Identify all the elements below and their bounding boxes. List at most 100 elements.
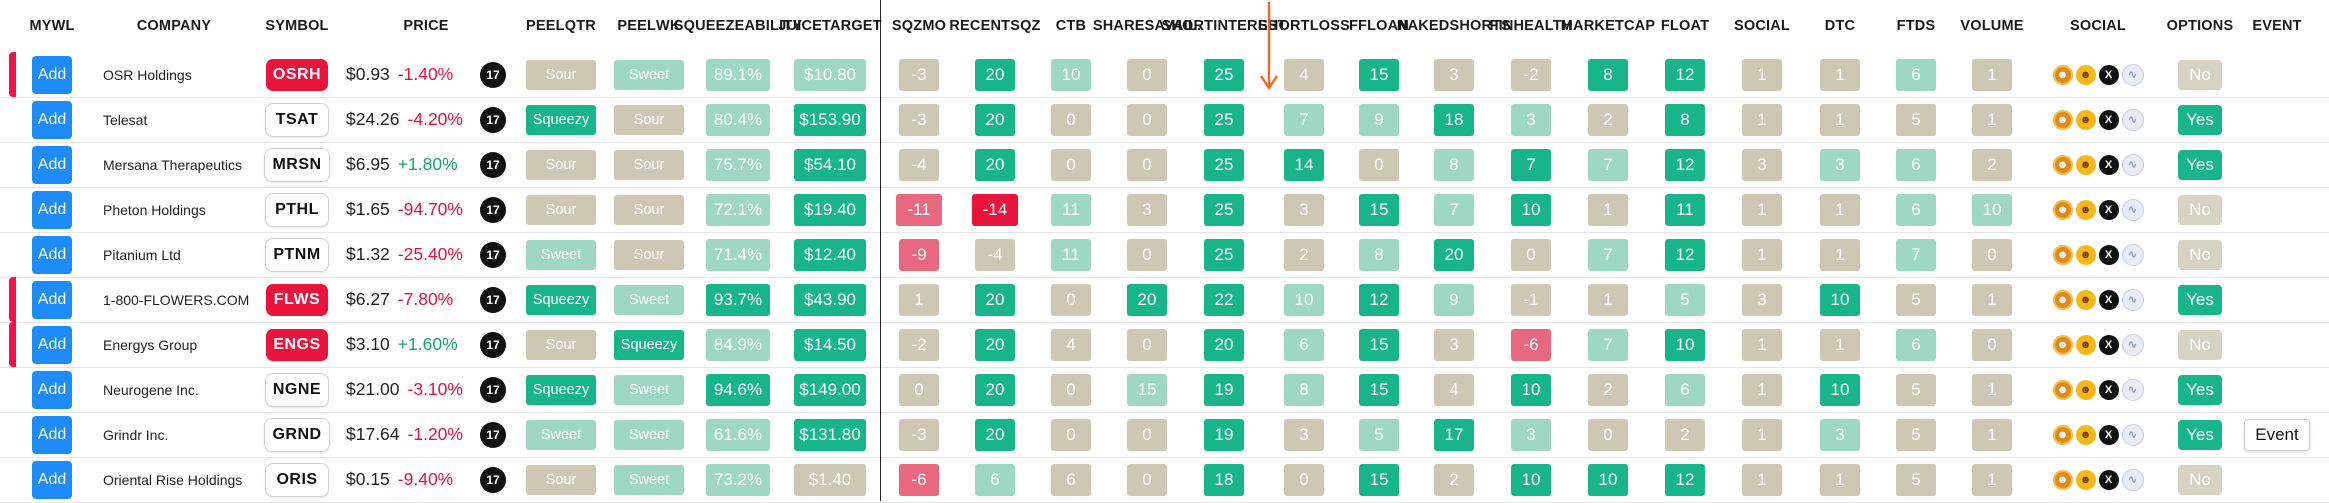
symbol-badge[interactable]: PTNM bbox=[266, 238, 328, 271]
tradingview-icon[interactable]: 17 bbox=[480, 151, 506, 178]
symbol-badge[interactable]: OSRH bbox=[265, 58, 329, 91]
add-watchlist-button[interactable]: Add bbox=[32, 325, 72, 364]
x-icon[interactable]: X bbox=[2098, 469, 2119, 490]
symbol-badge[interactable]: TSAT bbox=[266, 103, 328, 136]
doge-icon[interactable]: ☻ bbox=[2075, 424, 2096, 445]
doge-icon[interactable]: ☻ bbox=[2075, 154, 2096, 175]
memecoin-icon[interactable]: ☻ bbox=[2052, 154, 2073, 175]
memecoin-icon[interactable]: ☻ bbox=[2052, 199, 2073, 220]
header-label: SOCIAL bbox=[2070, 17, 2126, 34]
memecoin-icon[interactable]: ☻ bbox=[2052, 424, 2073, 445]
tradingview-icon[interactable]: 17 bbox=[480, 376, 506, 403]
tradingview-icon[interactable]: 17 bbox=[480, 61, 506, 88]
stocktwits-icon[interactable]: ∿ bbox=[2121, 198, 2144, 221]
symbol-badge[interactable]: MRSN bbox=[265, 148, 329, 181]
x-icon[interactable]: X bbox=[2098, 199, 2119, 220]
doge-icon[interactable]: ☻ bbox=[2075, 244, 2096, 265]
stocktwits-icon[interactable]: ∿ bbox=[2121, 288, 2144, 311]
add-watchlist-button[interactable]: Add bbox=[32, 280, 72, 319]
stocktwits-icon[interactable]: ∿ bbox=[2121, 108, 2144, 131]
sqz-mo-cell: -2 bbox=[884, 322, 954, 367]
add-watchlist-button[interactable]: Add bbox=[32, 190, 72, 229]
doge-icon[interactable]: ☻ bbox=[2075, 64, 2096, 85]
memecoin-icon[interactable]: ☻ bbox=[2052, 64, 2073, 85]
float-cell: 12 bbox=[1650, 142, 1720, 187]
x-icon[interactable]: X bbox=[2098, 334, 2119, 355]
ff-loan-cell: 0 bbox=[1344, 142, 1414, 187]
market-cap-cell: 2 bbox=[1571, 97, 1646, 142]
fin-health-badge: -1 bbox=[1511, 283, 1551, 316]
doge-icon[interactable]: ☻ bbox=[2075, 469, 2096, 490]
memecoin-icon[interactable]: ☻ bbox=[2052, 334, 2073, 355]
symbol-cell: ENGS bbox=[252, 322, 342, 367]
volume-cell: 0 bbox=[1952, 322, 2032, 367]
shares-avail-badge: 0 bbox=[1127, 148, 1167, 181]
doge-icon[interactable]: ☻ bbox=[2075, 334, 2096, 355]
ff-loan-badge: 15 bbox=[1359, 58, 1399, 91]
tradingview-icon[interactable]: 17 bbox=[480, 286, 506, 313]
stocktwits-icon[interactable]: ∿ bbox=[2121, 63, 2144, 86]
tradingview-icon[interactable]: 17 bbox=[480, 331, 506, 358]
tradingview-icon[interactable]: 17 bbox=[480, 241, 506, 268]
add-watchlist-button[interactable]: Add bbox=[32, 100, 72, 139]
memecoin-icon[interactable]: ☻ bbox=[2052, 244, 2073, 265]
short-interest-cell: 19 bbox=[1184, 412, 1264, 457]
stocktwits-icon[interactable]: ∿ bbox=[2121, 243, 2144, 266]
short-interest-cell: 19 bbox=[1184, 367, 1264, 412]
short-interest-cell: 25 bbox=[1184, 187, 1264, 232]
x-icon[interactable]: X bbox=[2098, 244, 2119, 265]
float-cell: 2 bbox=[1650, 412, 1720, 457]
x-icon[interactable]: X bbox=[2098, 154, 2119, 175]
peel-wk-badge: Squeezy bbox=[614, 329, 684, 360]
shares-avail-badge: 0 bbox=[1127, 463, 1167, 496]
naked-shorts-badge: 17 bbox=[1434, 418, 1474, 451]
stocktwits-icon[interactable]: ∿ bbox=[2121, 153, 2144, 176]
add-watchlist-button[interactable]: Add bbox=[32, 55, 72, 94]
symbol-badge[interactable]: FLWS bbox=[266, 283, 328, 316]
memecoin-icon[interactable]: ☻ bbox=[2052, 289, 2073, 310]
x-icon[interactable]: X bbox=[2098, 424, 2119, 445]
symbol-badge[interactable]: NGNE bbox=[265, 373, 329, 406]
x-icon[interactable]: X bbox=[2098, 379, 2119, 400]
stocktwits-icon[interactable]: ∿ bbox=[2121, 468, 2144, 491]
add-watchlist-button[interactable]: Add bbox=[32, 460, 72, 499]
add-watchlist-button[interactable]: Add bbox=[32, 235, 72, 274]
doge-icon[interactable]: ☻ bbox=[2075, 379, 2096, 400]
x-icon[interactable]: X bbox=[2098, 64, 2119, 85]
tradingview-icon[interactable]: 17 bbox=[480, 466, 506, 493]
tradingview-icon[interactable]: 17 bbox=[480, 106, 506, 133]
stocktwits-icon[interactable]: ∿ bbox=[2121, 378, 2144, 401]
memecoin-icon[interactable]: ☻ bbox=[2052, 469, 2073, 490]
memecoin-icon[interactable]: ☻ bbox=[2052, 109, 2073, 130]
stocktwits-icon[interactable]: ∿ bbox=[2121, 423, 2144, 446]
price-value: $0.93 bbox=[346, 64, 390, 84]
dtc-badge: 10 bbox=[1820, 283, 1860, 316]
x-icon[interactable]: X bbox=[2098, 289, 2119, 310]
price-change: -9.40% bbox=[397, 469, 454, 489]
tradingview-icon[interactable]: 17 bbox=[480, 196, 506, 223]
doge-icon[interactable]: ☻ bbox=[2075, 109, 2096, 130]
symbol-badge[interactable]: ENGS bbox=[266, 328, 328, 361]
header-label: MYWL bbox=[29, 17, 75, 34]
x-icon[interactable]: X bbox=[2098, 109, 2119, 130]
memecoin-icon[interactable]: ☻ bbox=[2052, 379, 2073, 400]
symbol-badge[interactable]: ORIS bbox=[266, 463, 328, 496]
add-watchlist-button[interactable]: Add bbox=[32, 145, 72, 184]
price-value: $6.27 bbox=[346, 289, 390, 309]
table-row: Add Grindr Inc. GRND $17.64 -1.20% 17 Sweet Swe… bbox=[0, 412, 2329, 458]
symbol-badge[interactable]: GRND bbox=[265, 418, 329, 451]
short-interest-badge: 18 bbox=[1204, 463, 1244, 496]
doge-icon[interactable]: ☻ bbox=[2075, 199, 2096, 220]
juice-target-cell: $149.00 bbox=[785, 367, 875, 412]
social-links: ☻ ☻ X ∿ bbox=[2038, 277, 2158, 322]
doge-icon[interactable]: ☻ bbox=[2075, 289, 2096, 310]
social-links: ☻ ☻ X ∿ bbox=[2038, 97, 2158, 142]
stocktwits-icon[interactable]: ∿ bbox=[2121, 333, 2144, 356]
event-button[interactable]: Event bbox=[2244, 418, 2310, 451]
symbol-badge[interactable]: PTHL bbox=[266, 193, 328, 226]
tradingview-icon[interactable]: 17 bbox=[480, 421, 506, 448]
add-watchlist-button[interactable]: Add bbox=[32, 370, 72, 409]
add-watchlist-button[interactable]: Add bbox=[32, 415, 72, 454]
price-cell: $21.00 -3.10% bbox=[346, 367, 496, 412]
header-squeeze: SQUEEZE ABILITY bbox=[674, 0, 802, 52]
